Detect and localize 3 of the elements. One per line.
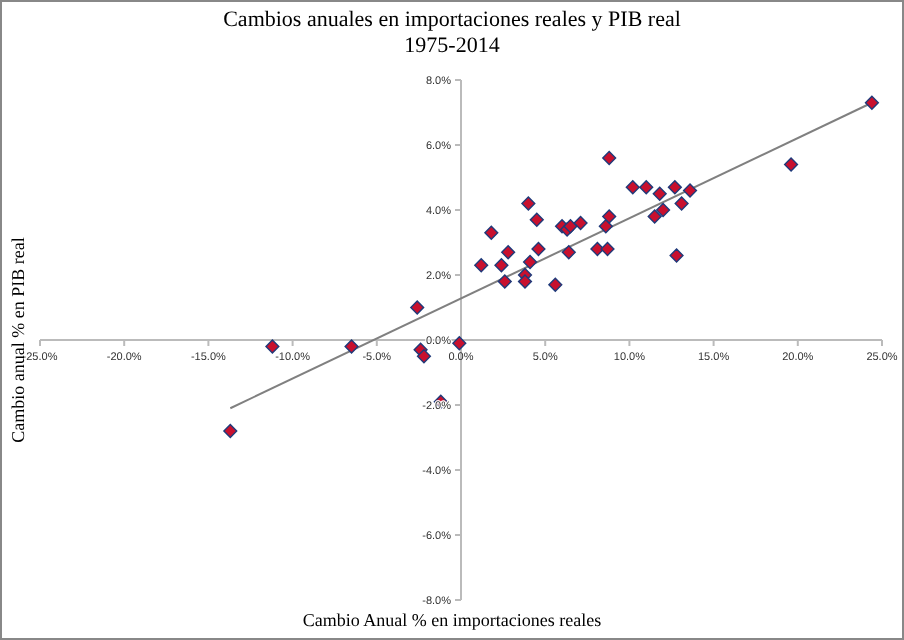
x-axis-title: Cambio Anual % en importaciones reales (302, 610, 603, 630)
chart-subtitle: 1975-2014 (404, 34, 501, 58)
chart-title: Cambios anuales en importaciones reales y PIB real (223, 8, 681, 32)
